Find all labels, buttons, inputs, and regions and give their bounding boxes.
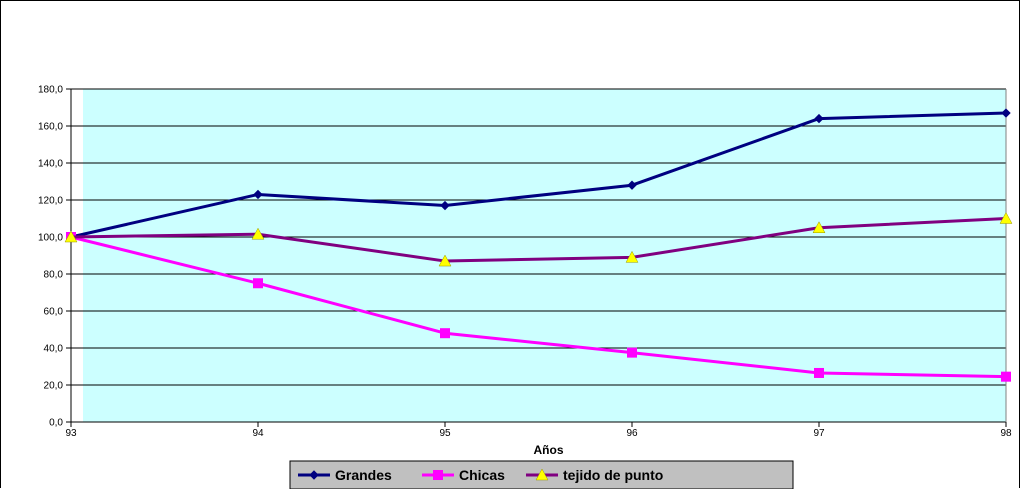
legend-label: Chicas	[459, 467, 505, 483]
axes	[70, 89, 1007, 427]
data-point-0-2	[440, 200, 450, 211]
x-tick-label: 96	[626, 428, 638, 439]
legend-marker-0	[309, 470, 319, 480]
series-line-2	[70, 217, 1007, 263]
legend-entry-2: tejido de punto	[526, 467, 663, 483]
gridlines	[66, 88, 1006, 423]
legend-entry-1: Chicas	[422, 467, 505, 483]
x-tick-label: 94	[252, 428, 264, 439]
plot-area	[83, 89, 1006, 422]
legend: Grandes Chicas tejido de punto	[289, 460, 794, 489]
y-tick-label: 120,0	[38, 196, 63, 207]
data-point-2-5	[999, 211, 1013, 224]
y-tick-label: 40,0	[44, 344, 64, 355]
data-point-2-2	[438, 254, 452, 267]
x-tick-label: 97	[813, 428, 825, 439]
x-tick-label: 98	[1000, 428, 1012, 439]
x-axis-title: Años	[534, 443, 564, 457]
data-point-1-5	[1001, 371, 1011, 382]
y-tick-label: 140,0	[38, 159, 63, 170]
legend-marker-1	[433, 470, 443, 480]
x-tick-label: 93	[65, 428, 77, 439]
data-point-1-1	[253, 278, 263, 289]
data-point-2-3	[625, 250, 639, 263]
data-point-1-2	[440, 328, 450, 339]
data-point-2-4	[812, 221, 826, 233]
legend-entry-0: Grandes	[298, 467, 392, 483]
y-tick-label: 160,0	[38, 122, 63, 133]
data-point-2-1	[251, 227, 265, 240]
data-point-0-5	[1001, 108, 1011, 118]
data-point-0-1	[253, 189, 263, 200]
legend-marker-2	[535, 468, 549, 481]
data-point-0-4	[814, 113, 824, 124]
series-line-1	[70, 235, 1007, 379]
data-point-1-3	[627, 347, 637, 358]
legend-label: tejido de punto	[563, 467, 663, 483]
y-tick-label: 180,0	[38, 85, 63, 96]
data-point-2-0	[64, 230, 78, 243]
data-point-0-3	[627, 180, 637, 190]
series-lines	[64, 108, 1013, 382]
series-line-0	[70, 111, 1007, 239]
y-tick-labels: 0,0 20,0 40,0 60,0 80,0 100,0 120,0 140,0 160,0 1…	[38, 85, 63, 429]
y-tick-label: 80,0	[44, 270, 64, 281]
legend-label: Grandes	[335, 467, 392, 483]
data-point-1-4	[814, 367, 824, 378]
series-2	[64, 211, 1013, 267]
y-tick-label: 0,0	[49, 418, 63, 429]
x-tick-label: 95	[439, 428, 451, 439]
y-tick-label: 60,0	[44, 307, 64, 318]
y-tick-label: 100,0	[38, 233, 63, 244]
x-tick-labels: 93 94 95 96 97 98	[65, 428, 1012, 439]
y-tick-label: 20,0	[44, 381, 64, 392]
